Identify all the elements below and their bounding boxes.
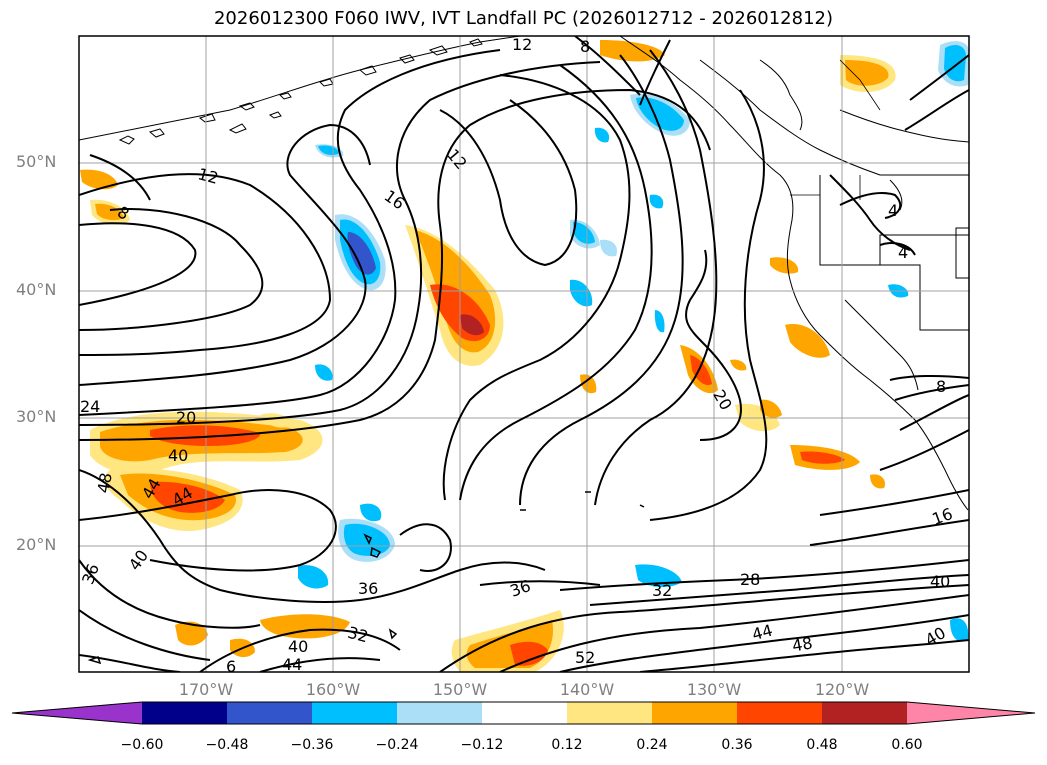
contour-label: 40	[930, 572, 950, 591]
state-borders	[790, 59, 881, 200]
contour-label: 16	[381, 186, 409, 213]
lat-tick-label: 40°N	[16, 280, 57, 299]
contour-label: 44	[282, 655, 302, 674]
colorbar-bin	[567, 702, 652, 724]
contour-label: 4	[888, 201, 898, 220]
map-frame	[78, 35, 970, 673]
contour-label: 12	[512, 35, 532, 54]
colorbar-bin	[227, 702, 312, 724]
colorbar-tick-label: 0.36	[721, 737, 753, 753]
colorbar-extend-min	[12, 702, 142, 724]
contour-label: 32	[346, 623, 371, 647]
contour-label: 48	[791, 633, 814, 655]
contour-label: 20	[176, 408, 196, 427]
iwv-contours	[79, 36, 969, 672]
lat-tick-label: 50°N	[16, 152, 57, 171]
colorbar-bin	[822, 702, 907, 724]
colorbar-tick-label: 0.12	[551, 737, 583, 753]
contour-label: 32	[652, 581, 672, 600]
contour-label: 12	[443, 145, 471, 173]
colorbar-bin	[652, 702, 737, 724]
contour-label: 40	[125, 546, 152, 574]
contour-label: 8	[580, 37, 590, 56]
colorbar-bin	[397, 702, 482, 724]
pacific-islands	[87, 491, 645, 665]
lon-tick-label: 170°W	[178, 680, 234, 699]
colorbar-tick-label: 0.48	[806, 737, 838, 753]
colorbar	[11, 701, 1036, 725]
colorbar-tick-label: −0.60	[120, 737, 164, 753]
contour-label: 8	[936, 377, 946, 396]
contour-label: 40	[288, 637, 308, 656]
colorbar-tick-label: 0.24	[636, 737, 668, 753]
contour-label: 12	[196, 164, 221, 188]
colorbar-tick-label: 0.60	[891, 737, 923, 753]
contour-label: 36	[358, 579, 378, 598]
lon-tick-label: 160°W	[305, 680, 361, 699]
colorbar-tick-label: −0.36	[290, 737, 334, 753]
colorbar-bin	[482, 702, 567, 724]
lat-tick-label: 20°N	[16, 535, 57, 554]
colorbar-tick-label: −0.24	[375, 737, 419, 753]
contour-label: 24	[80, 397, 100, 416]
lat-tick-label: 30°N	[16, 407, 57, 426]
colorbar-extend-max	[907, 702, 1035, 724]
colorbar-bin	[142, 702, 227, 724]
contour-label: 36	[508, 576, 534, 601]
contour-label: 40	[168, 446, 188, 465]
contour-label: 48	[94, 471, 116, 494]
contour-label: 52	[575, 648, 595, 667]
colorbar-tick-label: −0.12	[460, 737, 504, 753]
contour-label: 28	[740, 570, 760, 589]
colorbar-bin	[737, 702, 822, 724]
lon-tick-label: 120°W	[814, 680, 870, 699]
aleutian-islands	[118, 38, 483, 145]
lon-tick-label: 140°W	[559, 680, 615, 699]
negative-anomaly-patches	[298, 41, 969, 642]
map-title: 2026012300 F060 IWV, IVT Landfall PC (20…	[213, 8, 834, 29]
coastline	[79, 36, 969, 511]
colorbar-bin	[312, 702, 397, 724]
lon-tick-label: 130°W	[686, 680, 742, 699]
contour-label: 44	[750, 621, 775, 645]
contour-label: 40	[922, 623, 949, 650]
contour-label: 4	[898, 243, 908, 262]
contour-label: 6	[226, 657, 236, 676]
lon-tick-label: 150°W	[432, 680, 488, 699]
colorbar-tick-label: −0.48	[205, 737, 249, 753]
